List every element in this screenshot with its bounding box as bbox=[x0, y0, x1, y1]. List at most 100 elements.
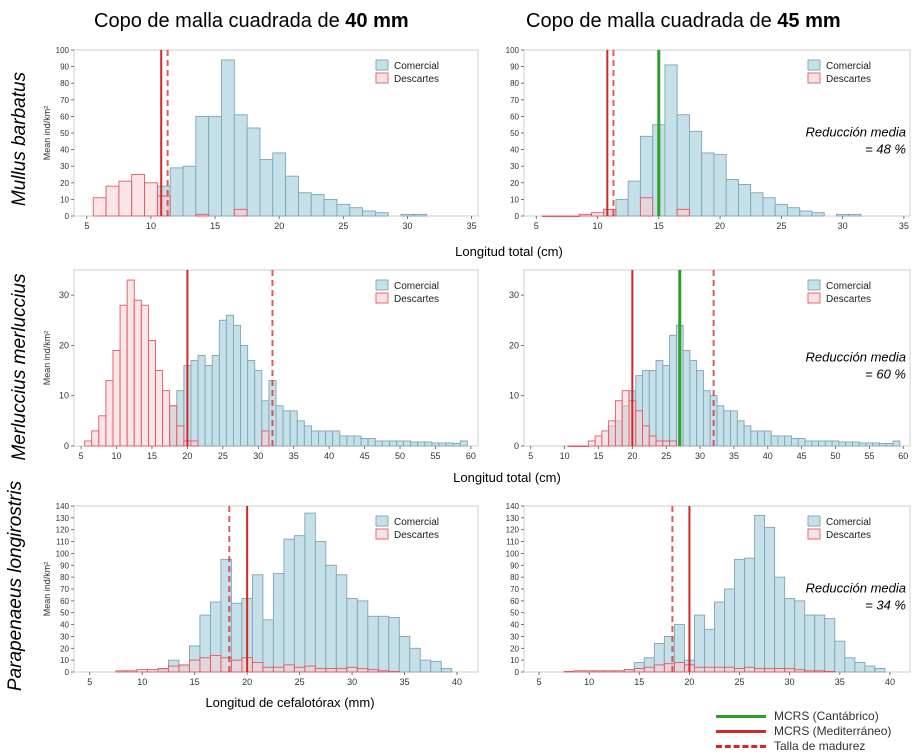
bar-comercial bbox=[879, 443, 887, 447]
y-tick-label: 140 bbox=[56, 502, 70, 511]
bar-descartes bbox=[608, 420, 616, 447]
bar-descartes bbox=[147, 669, 159, 673]
reduction-label: Reducción media bbox=[806, 124, 906, 139]
bar-comercial bbox=[233, 324, 242, 447]
legend-swatch bbox=[375, 72, 389, 84]
bar-comercial bbox=[811, 212, 825, 217]
bar-comercial bbox=[388, 617, 400, 673]
column-title-45mm: Copo de malla cuadrada de 45 mm bbox=[526, 10, 841, 33]
bar-descartes bbox=[131, 174, 145, 217]
y-tick-label: 100 bbox=[506, 46, 520, 55]
bar-descartes bbox=[140, 304, 149, 447]
bar-descartes bbox=[388, 670, 400, 673]
x-tick-label: 20 bbox=[274, 221, 284, 231]
chart-panel-mullus-40: 0 10 20 30 40 50 60 70 80 90 100 5 10 15 20 25 30 35 Mean … bbox=[42, 46, 479, 231]
bar-descartes bbox=[804, 670, 816, 673]
bar-comercial bbox=[885, 443, 894, 447]
bar-comercial bbox=[332, 430, 341, 447]
x-tick-label: 30 bbox=[402, 221, 412, 231]
y-tick-label: 70 bbox=[510, 585, 519, 594]
x-tick-label: 20 bbox=[182, 451, 192, 461]
bar-comercial bbox=[744, 557, 756, 673]
legend-line-red bbox=[716, 729, 766, 733]
bar-descartes bbox=[367, 669, 379, 673]
bar-comercial bbox=[824, 618, 836, 673]
bar-comercial bbox=[349, 207, 364, 217]
y-tick-label: 10 bbox=[509, 391, 519, 401]
bar-comercial bbox=[724, 588, 735, 673]
legend-swatch bbox=[375, 292, 389, 304]
bar-descartes bbox=[272, 666, 285, 673]
bar-descartes bbox=[581, 445, 589, 448]
bar-descartes bbox=[662, 440, 671, 447]
legend-swatch bbox=[375, 515, 389, 527]
bar-descartes bbox=[669, 440, 677, 447]
bar-comercial bbox=[336, 203, 351, 217]
bar-descartes bbox=[233, 208, 248, 217]
legend-label: Comercial bbox=[826, 517, 871, 528]
x-tick-label: 5 bbox=[79, 451, 84, 461]
bar-comercial bbox=[247, 360, 256, 447]
y-tick-label: 100 bbox=[56, 46, 70, 55]
species-label-parapenaeus: Parapenaeus longirostris bbox=[5, 480, 26, 692]
bar-comercial bbox=[872, 442, 880, 447]
bar-descartes bbox=[621, 390, 630, 447]
bar-comercial bbox=[836, 213, 850, 217]
bar-descartes bbox=[676, 208, 690, 217]
bar-comercial bbox=[323, 198, 338, 217]
bar-comercial bbox=[452, 443, 461, 447]
bar-descartes bbox=[653, 664, 665, 673]
reduction-label: Reducción media bbox=[806, 580, 906, 595]
legend-line-red-dashed bbox=[716, 744, 766, 748]
bar-descartes bbox=[118, 180, 133, 217]
bar-comercial bbox=[283, 538, 295, 673]
legend-label: Descartes bbox=[826, 294, 871, 305]
bar-comercial bbox=[704, 628, 715, 673]
x-tick-label: 50 bbox=[395, 451, 405, 461]
bar-descartes bbox=[262, 666, 274, 673]
bar-descartes bbox=[377, 670, 390, 673]
bar-comercial bbox=[197, 355, 206, 447]
y-tick-label: 110 bbox=[506, 538, 519, 547]
x-tick-label: 40 bbox=[324, 451, 334, 461]
y-tick-label: 20 bbox=[509, 340, 519, 350]
legend-swatch bbox=[807, 59, 821, 71]
bar-comercial bbox=[824, 440, 833, 447]
legend-swatch bbox=[375, 59, 389, 71]
bar-comercial bbox=[804, 614, 816, 673]
y-tick-label: 0 bbox=[515, 212, 520, 221]
bar-descartes bbox=[593, 670, 605, 673]
y-tick-label: 60 bbox=[510, 597, 519, 606]
bar-comercial bbox=[367, 615, 379, 673]
y-tick-label: 50 bbox=[60, 129, 69, 138]
bar-comercial bbox=[701, 152, 715, 217]
bar-descartes bbox=[673, 662, 685, 673]
bar-comercial bbox=[757, 430, 765, 447]
y-tick-label: 10 bbox=[510, 195, 519, 204]
x-tick-label: 45 bbox=[797, 451, 807, 461]
bar-comercial bbox=[459, 440, 468, 447]
bar-comercial bbox=[424, 441, 433, 447]
bar-comercial bbox=[669, 334, 677, 447]
bar-comercial bbox=[750, 192, 764, 217]
y-tick-label: 50 bbox=[510, 129, 519, 138]
bar-descartes bbox=[105, 380, 114, 447]
bar-comercial bbox=[346, 598, 358, 673]
bar-comercial bbox=[689, 360, 698, 447]
bar-descartes bbox=[566, 215, 580, 218]
bar-comercial bbox=[693, 614, 705, 673]
bar-comercial bbox=[208, 115, 222, 217]
y-tick-label: 30 bbox=[509, 290, 519, 300]
bar-comercial bbox=[282, 410, 291, 447]
bar-comercial bbox=[289, 410, 298, 447]
reduction-value: = 60 % bbox=[865, 367, 906, 382]
bar-descartes bbox=[92, 197, 107, 217]
y-tick-label: 10 bbox=[510, 656, 519, 665]
bar-comercial bbox=[714, 601, 725, 673]
y-tick-label: 100 bbox=[56, 549, 70, 558]
bar-comercial bbox=[764, 526, 776, 673]
bar-descartes bbox=[724, 666, 735, 673]
y-tick-label: 30 bbox=[59, 290, 69, 300]
bar-descartes bbox=[567, 445, 576, 448]
bar-descartes bbox=[209, 654, 222, 673]
